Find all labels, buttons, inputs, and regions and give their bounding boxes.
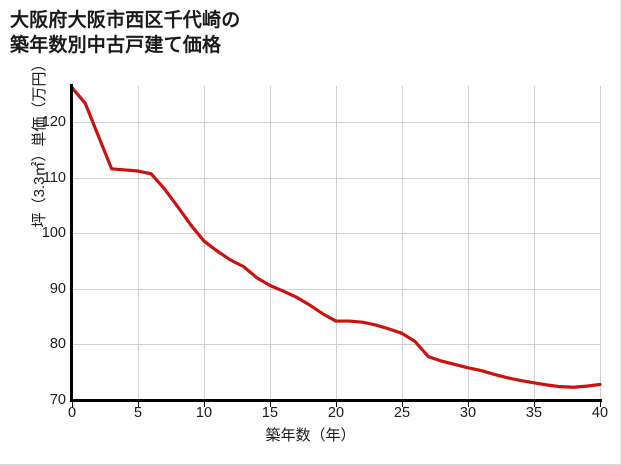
x-tick-mark [402, 402, 403, 407]
plot-area [70, 86, 602, 400]
y-tick-label: 100 [41, 225, 66, 242]
series-line-chart [70, 86, 602, 389]
x-tick-mark [72, 402, 73, 407]
gridline-x-25 [402, 86, 403, 400]
y-tick-label: 80 [49, 336, 66, 353]
x-tick-label: 5 [133, 405, 143, 421]
x-tick-mark [534, 402, 535, 407]
x-tick-label: 40 [591, 405, 609, 421]
gridline-x-15 [270, 86, 271, 400]
x-tick-mark [600, 402, 601, 407]
x-tick-label: 10 [195, 405, 213, 421]
page-title: 大阪府大阪市西区千代崎の 築年数別中古戸建て価格 [10, 10, 241, 57]
x-tick-label: 0 [67, 405, 77, 421]
y-axis-tick-labels: 70 80 90 100 110 120 [0, 0, 66, 464]
gridline-x-5 [138, 86, 139, 400]
x-tick-mark [336, 402, 337, 407]
x-axis-title: 築年数（年） [265, 427, 356, 444]
x-tick-label: 15 [261, 405, 279, 421]
gridline-x-30 [468, 86, 469, 400]
y-axis-title: 坪（3.3㎡）単価（万円） [31, 56, 48, 228]
y-tick-label: 70 [49, 392, 66, 408]
x-tick-label: 25 [393, 405, 411, 421]
x-tick-mark [468, 402, 469, 407]
gridline-x-35 [534, 86, 535, 400]
y-tick-label: 120 [41, 114, 66, 131]
series-polyline [70, 86, 602, 389]
x-tick-label: 20 [327, 405, 345, 421]
x-tick-mark [204, 402, 205, 407]
x-tick-mark [138, 402, 139, 407]
x-tick-label: 35 [525, 405, 543, 421]
y-tick-label: 110 [42, 169, 66, 186]
y-axis-spine [70, 84, 73, 402]
gridline-x-40 [600, 86, 601, 400]
x-tick-mark [270, 402, 271, 407]
y-axis-title-wrapper: 坪（3.3㎡）単価（万円） [28, 0, 52, 292]
x-tick-label: 30 [459, 405, 477, 421]
y-tick-label: 90 [49, 280, 66, 297]
gridline-x-20 [336, 86, 337, 400]
x-axis-spine [70, 399, 602, 402]
